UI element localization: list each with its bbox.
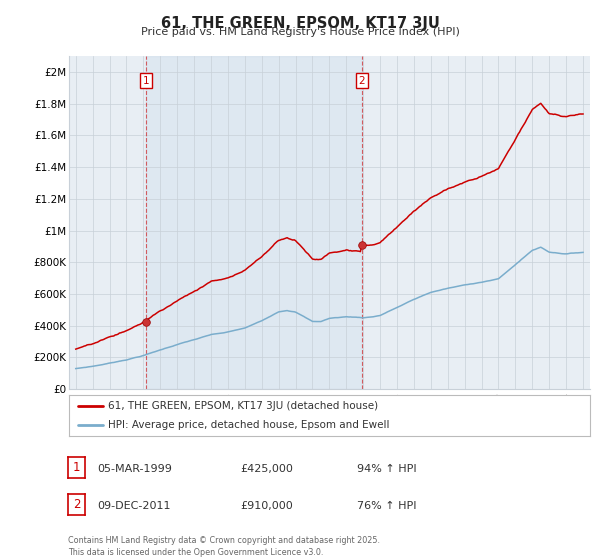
Text: 2: 2: [73, 498, 80, 511]
Text: 76% ↑ HPI: 76% ↑ HPI: [357, 501, 416, 511]
Text: 05-MAR-1999: 05-MAR-1999: [97, 464, 172, 474]
Text: Contains HM Land Registry data © Crown copyright and database right 2025.
This d: Contains HM Land Registry data © Crown c…: [68, 536, 380, 557]
Text: 1: 1: [73, 461, 80, 474]
Text: £910,000: £910,000: [240, 501, 293, 511]
Text: 1: 1: [143, 76, 149, 86]
Text: 94% ↑ HPI: 94% ↑ HPI: [357, 464, 416, 474]
Text: HPI: Average price, detached house, Epsom and Ewell: HPI: Average price, detached house, Epso…: [108, 420, 389, 430]
Text: £425,000: £425,000: [240, 464, 293, 474]
Text: Price paid vs. HM Land Registry's House Price Index (HPI): Price paid vs. HM Land Registry's House …: [140, 27, 460, 37]
Text: 61, THE GREEN, EPSOM, KT17 3JU: 61, THE GREEN, EPSOM, KT17 3JU: [161, 16, 439, 31]
Text: 09-DEC-2011: 09-DEC-2011: [97, 501, 170, 511]
Text: 61, THE GREEN, EPSOM, KT17 3JU (detached house): 61, THE GREEN, EPSOM, KT17 3JU (detached…: [108, 401, 378, 411]
Bar: [146, 56, 362, 389]
Text: 2: 2: [359, 76, 365, 86]
